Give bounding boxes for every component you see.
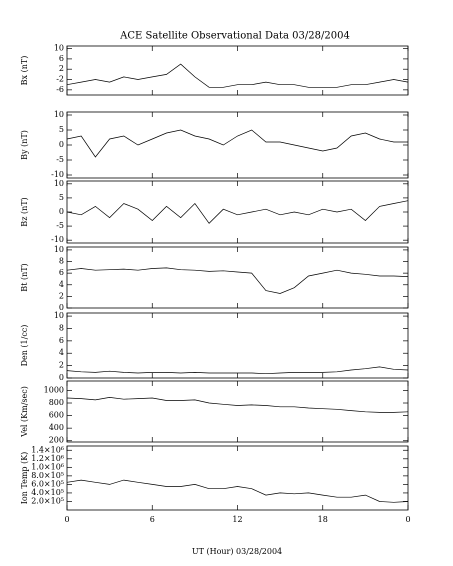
data-line (66, 479, 409, 503)
y-tick-label: 6 (59, 336, 64, 345)
y-tick-label: 800 (49, 398, 64, 407)
x-tick-label: 6 (150, 515, 155, 524)
y-axis-label: Bx (nT) (20, 56, 29, 86)
y-tick-label: 0 (59, 207, 64, 216)
y-tick-label: -2 (56, 75, 64, 84)
chart-title: ACE Satellite Observational Data 03/28/2… (119, 31, 350, 42)
y-tick-label: 2 (59, 361, 64, 370)
y-axis-label: By (nT) (20, 130, 29, 160)
y-tick-label: 6 (59, 54, 64, 63)
y-tick-label: 1.4×10⁶ (31, 445, 64, 454)
data-line (66, 397, 409, 413)
y-tick-label: -5 (56, 221, 64, 230)
y-tick-label: 200 (49, 436, 64, 445)
y-tick-label: 10 (54, 245, 64, 254)
y-tick-label: 600 (49, 411, 64, 420)
panel-frame (66, 180, 409, 244)
y-tick-label: 8.0×10⁵ (31, 471, 64, 480)
y-tick-label: -10 (51, 235, 64, 244)
data-line (66, 267, 409, 294)
y-tick-label: 1.0×10⁶ (31, 462, 64, 471)
y-tick-label: 4 (59, 348, 64, 357)
y-tick-label: 10 (54, 44, 64, 53)
y-tick-label: 5 (59, 193, 64, 202)
y-tick-label: 4.0×10⁵ (31, 488, 64, 497)
y-axis-label: Ion Temp (K) (20, 452, 29, 505)
x-tick-label: 0 (64, 515, 69, 524)
data-line (66, 200, 409, 224)
y-axis-label: Bt (nT) (20, 263, 29, 291)
y-tick-label: 2 (59, 64, 64, 73)
y-tick-label: 6.0×10⁵ (31, 479, 64, 488)
y-tick-label: 2 (59, 291, 64, 300)
y-tick-label: 8 (59, 323, 64, 332)
panel-frame (66, 45, 409, 96)
panel-frame (66, 246, 409, 309)
panel-frame (66, 111, 409, 179)
x-tick-label: 18 (318, 515, 328, 524)
y-tick-label: -6 (56, 85, 64, 94)
panel-frame (66, 380, 409, 443)
y-axis-label: Vel (Km/sec) (20, 386, 29, 438)
y-tick-label: 10 (54, 311, 64, 320)
y-tick-label: 10 (54, 179, 64, 188)
data-line (66, 366, 409, 375)
y-axis-label: Den (1/cc) (20, 325, 29, 367)
y-tick-label: 1.2×10⁶ (31, 454, 64, 463)
y-axis-label: Bz (nT) (20, 197, 29, 226)
data-line (66, 129, 408, 158)
panel-frame (66, 312, 409, 379)
y-tick-label: 0 (59, 373, 64, 382)
y-tick-label: 400 (49, 423, 64, 432)
y-tick-label: 0 (59, 140, 64, 149)
y-tick-label: 0 (59, 303, 64, 312)
x-axis-label: UT (Hour) 03/28/2004 (192, 547, 282, 556)
x-tick-label: 0 (405, 515, 410, 524)
y-tick-label: 5 (59, 125, 64, 134)
y-tick-label: 2.0×10⁵ (31, 496, 64, 505)
y-tick-label: -5 (56, 155, 64, 164)
data-line (66, 63, 409, 88)
panel-frame (66, 445, 409, 511)
y-tick-label: -10 (51, 170, 64, 179)
y-tick-label: 8 (59, 257, 64, 266)
y-tick-label: 4 (59, 280, 64, 289)
y-tick-label: 1000 (44, 385, 64, 394)
y-tick-label: 6 (59, 268, 64, 277)
y-tick-label: 10 (54, 110, 64, 119)
x-tick-label: 12 (232, 515, 242, 524)
